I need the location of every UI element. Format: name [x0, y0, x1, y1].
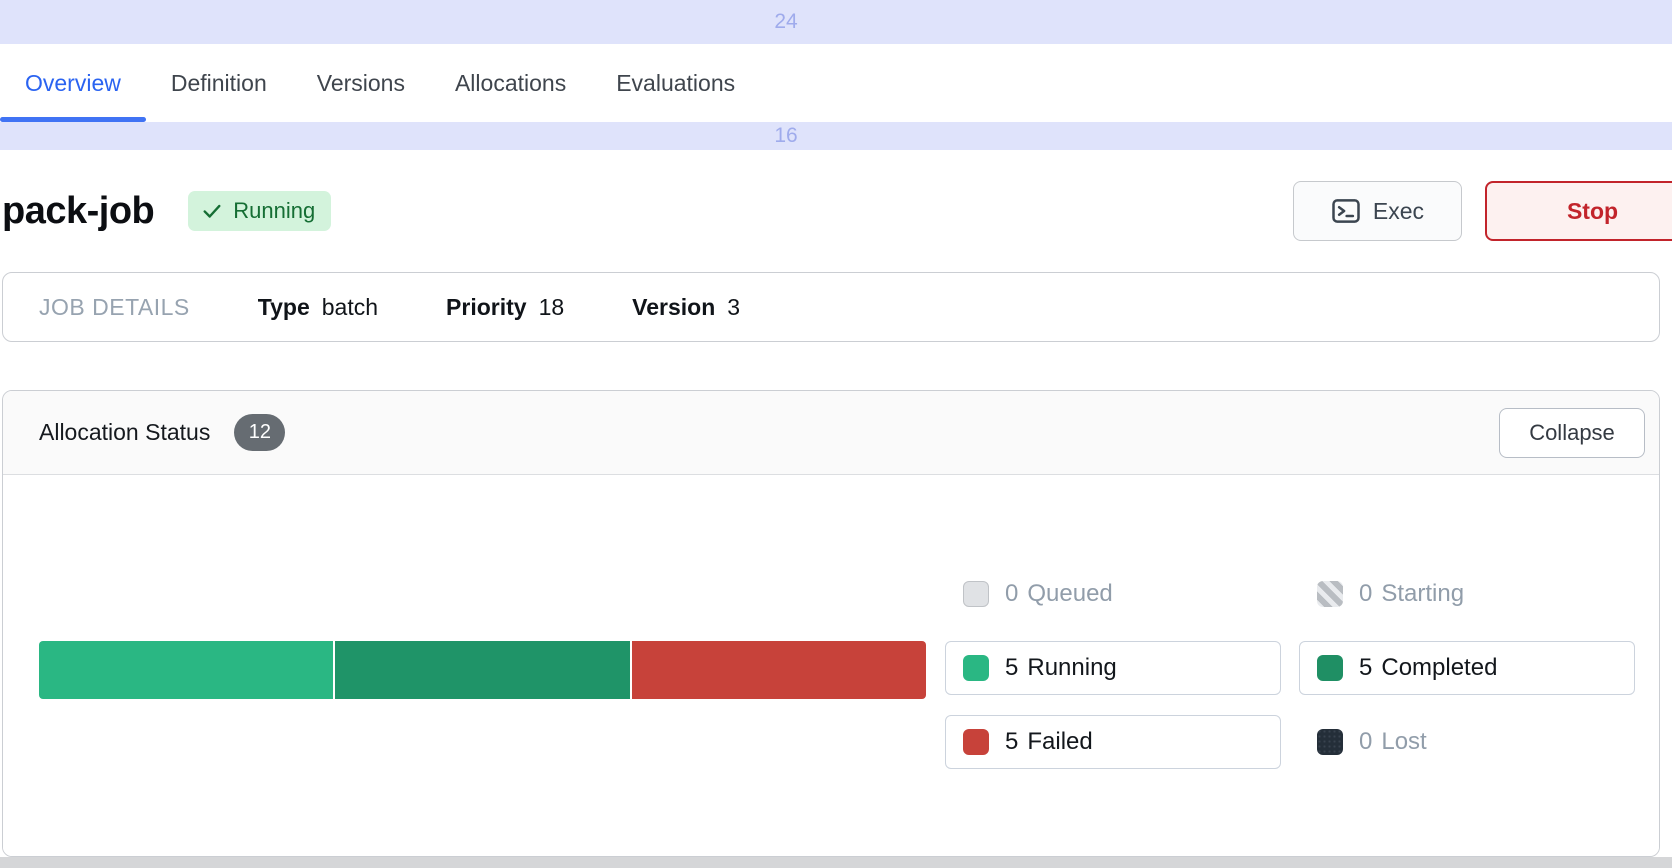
failed-swatch-icon [963, 729, 989, 755]
stop-button-label: Stop [1566, 197, 1619, 224]
tab-definition[interactable]: Definition [146, 44, 292, 122]
legend-lost-text: 0 Lost [1359, 728, 1427, 756]
legend-starting-text: 0 Starting [1359, 580, 1464, 608]
tab-overview-label: Overview [25, 69, 121, 96]
exec-button[interactable]: Exec [1293, 181, 1462, 241]
allocation-status-title: Allocation Status [39, 419, 211, 445]
job-detail-priority-value: 18 [538, 293, 565, 320]
legend-completed-label: Completed [1381, 654, 1498, 681]
job-detail-priority-label: Priority [446, 293, 527, 320]
spacing-annotation-top-value: 24 [774, 10, 798, 33]
legend-failed-count: 5 [1005, 728, 1019, 755]
status-badge-label: Running [233, 198, 316, 223]
job-detail-version: Version 3 [632, 294, 740, 321]
tab-overview[interactable]: Overview [0, 44, 146, 122]
collapse-button-label: Collapse [1529, 419, 1615, 445]
legend-item-queued: 0 Queued [945, 567, 1281, 621]
job-details-heading: JOB DETAILS [39, 293, 190, 320]
legend-item-lost: 0 Lost [1299, 715, 1635, 769]
stop-button[interactable]: Stop [1485, 181, 1672, 241]
legend-failed-text: 5 Failed [1005, 728, 1093, 756]
legend-completed-count: 5 [1359, 654, 1373, 681]
title-actions: Exec Stop [1293, 181, 1672, 241]
allocation-status-header: Allocation Status 12 Collapse [3, 391, 1659, 475]
section-gap [0, 342, 1672, 390]
legend-lost-label: Lost [1381, 728, 1427, 755]
job-details-panel: JOB DETAILS Type batch Priority 18 Versi… [2, 272, 1660, 342]
legend-running-text: 5 Running [1005, 654, 1117, 682]
check-icon [201, 200, 223, 222]
job-detail-type: Type batch [258, 294, 378, 321]
completed-swatch-icon [1317, 655, 1343, 681]
job-title-row: pack-job Running Exec [0, 150, 1672, 272]
bar-segment-running[interactable] [39, 641, 334, 699]
allocation-status-panel: Allocation Status 12 Collapse 0 Queued [2, 390, 1660, 857]
allocation-count-badge: 12 [234, 414, 286, 451]
allocation-legend: 0 Queued 0 Starting 5 Running [945, 567, 1635, 769]
bottom-edge-strip [0, 857, 1672, 868]
allocation-stacked-bar [39, 641, 926, 699]
job-detail-priority: Priority 18 [446, 294, 564, 321]
tab-versions[interactable]: Versions [292, 44, 430, 122]
legend-completed-text: 5 Completed [1359, 654, 1497, 682]
tab-versions-label: Versions [316, 69, 405, 96]
legend-item-failed[interactable]: 5 Failed [945, 715, 1281, 769]
queued-swatch-icon [963, 581, 989, 607]
tab-evaluations-label: Evaluations [616, 69, 736, 96]
legend-queued-label: Queued [1027, 580, 1113, 607]
exec-button-label: Exec [1372, 197, 1425, 224]
tab-definition-label: Definition [170, 69, 267, 96]
legend-item-completed[interactable]: 5 Completed [1299, 641, 1635, 695]
bar-segment-completed[interactable] [335, 641, 630, 699]
terminal-icon [1331, 196, 1361, 226]
legend-running-count: 5 [1005, 654, 1019, 681]
spacing-annotation-middle-value: 16 [774, 124, 798, 147]
status-badge: Running [188, 191, 332, 231]
legend-running-label: Running [1027, 654, 1117, 681]
job-detail-version-label: Version [632, 293, 716, 320]
legend-item-starting: 0 Starting [1299, 567, 1635, 621]
legend-failed-label: Failed [1027, 728, 1093, 755]
spacing-annotation-middle: 16 [0, 122, 1672, 150]
legend-starting-count: 0 [1359, 580, 1373, 607]
tab-allocations[interactable]: Allocations [430, 44, 591, 122]
legend-queued-text: 0 Queued [1005, 580, 1113, 608]
job-detail-version-value: 3 [727, 293, 741, 320]
collapse-button[interactable]: Collapse [1499, 407, 1645, 458]
lost-swatch-icon [1317, 729, 1343, 755]
legend-item-running[interactable]: 5 Running [945, 641, 1281, 695]
bar-segment-failed[interactable] [631, 641, 926, 699]
tab-allocations-label: Allocations [454, 69, 567, 96]
allocation-status-body: 0 Queued 0 Starting 5 Running [3, 475, 1659, 856]
running-swatch-icon [963, 655, 989, 681]
legend-starting-label: Starting [1381, 580, 1465, 607]
job-tabbar: Overview Definition Versions Allocations… [0, 44, 1672, 122]
tab-evaluations[interactable]: Evaluations [591, 44, 760, 122]
spacing-annotation-top: 24 [0, 0, 1672, 44]
legend-lost-count: 0 [1359, 728, 1373, 755]
job-detail-type-label: Type [257, 293, 310, 320]
page-title: pack-job [2, 189, 155, 232]
legend-queued-count: 0 [1005, 580, 1019, 607]
job-detail-type-value: batch [321, 293, 379, 320]
starting-swatch-icon [1317, 581, 1343, 607]
